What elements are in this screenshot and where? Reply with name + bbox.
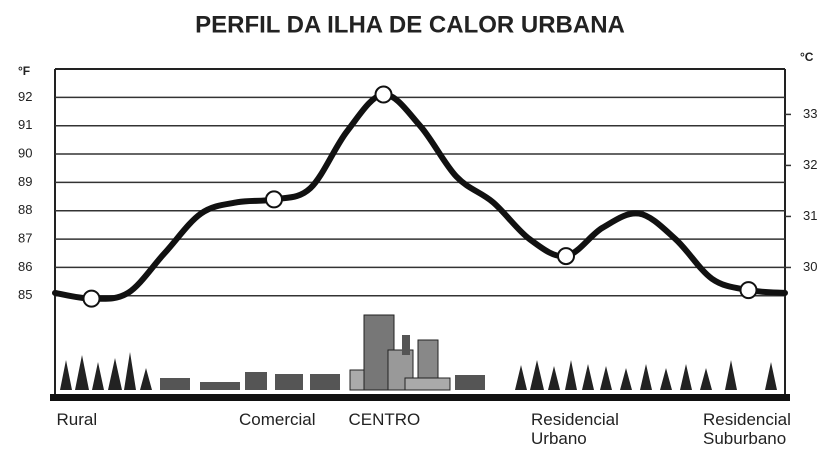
x-tick-label: Residencial Suburbano (703, 410, 818, 448)
chart: PERFIL DA ILHA DE CALOR URBANA °F °C 85 8… (0, 0, 821, 454)
house (160, 378, 190, 390)
y2-tick-label: 31 (803, 208, 817, 223)
y2-tick-label: 32 (803, 157, 817, 172)
x-tick-label: Residencial Urbano (531, 410, 646, 448)
y-tick-label: 90 (18, 145, 32, 160)
x-tick-label: Comercial (239, 410, 354, 429)
house (275, 374, 303, 390)
trees (515, 360, 777, 390)
y-tick-label: 91 (18, 117, 32, 132)
building (405, 378, 450, 390)
point-marker (741, 282, 757, 298)
chart-title: PERFIL DA ILHA DE CALOR URBANA (195, 11, 625, 38)
y2-tick-label: 33 (803, 106, 817, 121)
point-marker (84, 291, 100, 307)
house (310, 374, 340, 390)
house (200, 382, 240, 390)
x-tick-label: Rural (57, 410, 172, 429)
point-marker (558, 248, 574, 264)
point-marker (266, 191, 282, 207)
y-axis-unit: °F (18, 64, 30, 78)
building (402, 335, 410, 355)
y2-axis-unit: °C (800, 50, 814, 64)
y-tick-label: 92 (18, 89, 32, 104)
y-tick-label: 85 (18, 287, 32, 302)
point-marker (376, 87, 392, 103)
page: PERFIL DA ILHA DE CALOR URBANA °F °C 85 8… (0, 0, 821, 454)
y2-tick-label: 30 (803, 259, 817, 274)
x-tick-label: CENTRO (349, 410, 464, 429)
y-tick-label: 89 (18, 174, 32, 189)
y-tick-label: 86 (18, 259, 32, 274)
y-tick-label: 88 (18, 202, 32, 217)
trees (60, 352, 152, 390)
house (245, 372, 267, 390)
skyline (60, 315, 777, 390)
y-tick-label: 87 (18, 231, 32, 246)
ground (50, 394, 790, 401)
house (455, 375, 485, 390)
